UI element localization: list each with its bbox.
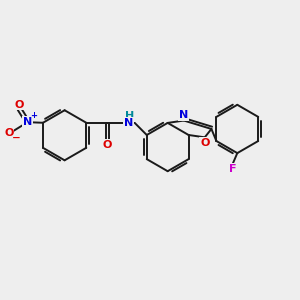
Text: N: N [124, 118, 133, 128]
Text: O: O [15, 100, 24, 110]
Text: O: O [103, 140, 112, 150]
Text: O: O [200, 138, 209, 148]
Text: −: − [12, 133, 21, 143]
Text: O: O [4, 128, 14, 138]
Text: N: N [23, 117, 32, 127]
Text: N: N [179, 110, 188, 120]
Text: F: F [229, 164, 237, 174]
Text: H: H [124, 111, 134, 121]
Text: +: + [30, 111, 37, 120]
